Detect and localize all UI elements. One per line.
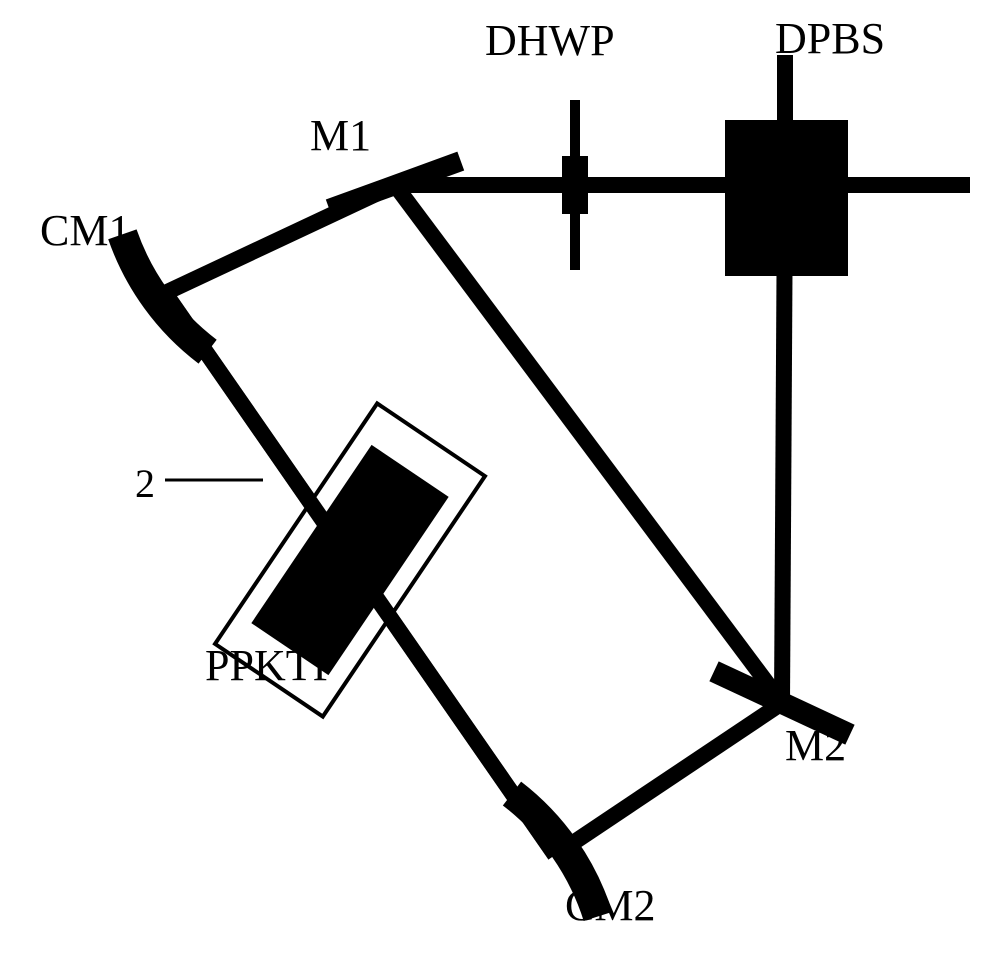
label-ppktp: PPKTP — [205, 640, 337, 691]
label-cm2: CM2 — [565, 880, 655, 931]
label-dhwp: DHWP — [485, 15, 615, 66]
label-dpbs: DPBS — [775, 13, 885, 64]
label-m2: M2 — [785, 720, 846, 771]
label-m1: M1 — [310, 110, 371, 161]
label-cm1: CM1 — [40, 205, 130, 256]
diagram-container: DHWP DPBS M1 CM1 2 PPKTP M2 CM2 — [0, 0, 1003, 956]
label-two: 2 — [135, 460, 155, 507]
